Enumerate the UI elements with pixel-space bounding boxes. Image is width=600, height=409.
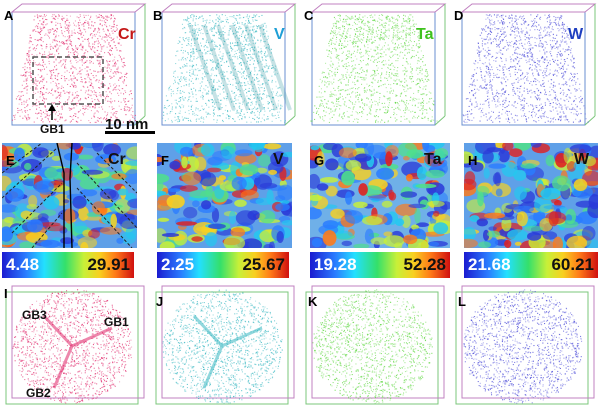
element-label: Ta	[424, 151, 442, 168]
panel-a: A Cr GB1	[0, 0, 150, 136]
panel-letter: L	[458, 294, 466, 309]
panel-letter: I	[4, 286, 8, 301]
gb-lines-e	[2, 143, 137, 248]
heatmap-g	[310, 143, 450, 248]
panel-k-box	[305, 285, 445, 405]
heatmap-e	[2, 143, 137, 248]
panel-letter: C	[304, 8, 314, 23]
panel-e: E Cr 4.48 29.91	[0, 143, 140, 278]
panel-letter: G	[314, 153, 325, 168]
concentration-map-e	[2, 143, 137, 248]
colorbar-max: 29.91	[87, 255, 130, 274]
gb3-label: GB3	[22, 308, 47, 322]
panel-c: C Ta	[300, 0, 450, 135]
panel-d: D W	[450, 0, 600, 135]
panel-j: J	[150, 282, 300, 409]
panel-letter: D	[454, 8, 464, 23]
panel-letter: F	[161, 153, 169, 168]
colorbar-min: 4.48	[6, 255, 40, 274]
atom-disc-i	[12, 289, 133, 404]
panel-i: I GB3 GB1 GB2	[0, 282, 150, 409]
panel-g: G Ta 19.28 52.28	[308, 143, 453, 278]
atom-cloud-a	[11, 14, 137, 124]
colorbar-max: 25.67	[242, 255, 285, 274]
concentration-map-g	[310, 143, 450, 248]
element-label: V	[274, 26, 285, 43]
atom-cloud-d	[462, 14, 589, 124]
panel-h: H W 21.68 60.21	[462, 143, 600, 278]
panel-letter: J	[156, 294, 164, 309]
panel-j-box	[155, 285, 295, 405]
panel-a-box	[10, 3, 147, 126]
panel-b: B V 10 nm	[105, 0, 300, 135]
element-label: Cr	[118, 26, 136, 43]
panel-f: F V 2.25 25.67	[155, 143, 295, 278]
colorbar-min: 19.28	[314, 255, 357, 274]
panel-letter: A	[4, 8, 14, 23]
heatmap-f	[157, 143, 292, 248]
scale-label: 10 nm	[105, 116, 149, 133]
panel-letter: E	[6, 153, 15, 168]
panel-c-box	[310, 3, 447, 126]
panel-letter: K	[308, 294, 318, 309]
panel-l: L	[450, 282, 600, 409]
element-label: W	[574, 151, 590, 168]
atom-cloud-c	[310, 14, 438, 123]
concentration-map-f	[157, 143, 292, 248]
gb1-label: GB1	[40, 122, 65, 136]
colorbar-min: 21.68	[468, 255, 511, 274]
scale-bar	[105, 131, 155, 134]
colorbar-h: 21.68 60.21	[464, 252, 598, 278]
panel-d-box	[460, 3, 597, 126]
concentration-map-h	[464, 143, 598, 248]
heatmap-h	[464, 143, 598, 248]
colorbar-max: 52.28	[403, 255, 446, 274]
panel-letter: H	[468, 153, 478, 168]
element-label: Cr	[108, 151, 126, 168]
panel-b-box	[160, 3, 297, 126]
colorbar-f: 2.25 25.67	[157, 252, 289, 278]
panel-k: K	[300, 282, 450, 409]
panel-l-box	[455, 285, 595, 405]
panel-letter: B	[153, 8, 163, 23]
atom-disc-k	[312, 289, 433, 404]
colorbar-g: 19.28 52.28	[310, 252, 450, 278]
colorbar-min: 2.25	[161, 255, 195, 274]
element-label: W	[568, 26, 584, 43]
atom-disc-j	[162, 289, 283, 404]
panel-i-box	[5, 285, 145, 405]
gb2-label: GB2	[26, 386, 51, 400]
gb1-label: GB1	[104, 315, 129, 329]
colorbar-e: 4.48 29.91	[2, 252, 134, 278]
atom-disc-l	[463, 289, 583, 404]
atom-cloud-b	[162, 14, 292, 123]
element-label: V	[273, 151, 284, 168]
element-label: Ta	[416, 26, 434, 43]
colorbar-max: 60.21	[551, 255, 594, 274]
